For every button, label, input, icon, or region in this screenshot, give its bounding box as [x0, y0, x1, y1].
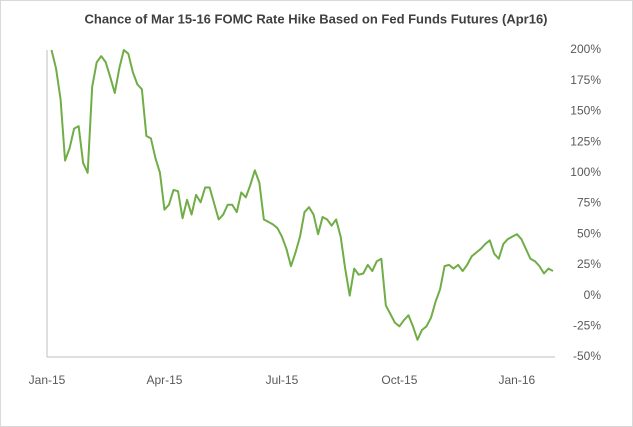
y-tick-label: 100%	[570, 165, 601, 179]
y-tick-label: 75%	[577, 196, 601, 210]
data-line	[50, 49, 554, 341]
x-tick-label: Jan-15	[29, 373, 66, 387]
x-tick-label: Jan-16	[499, 373, 536, 387]
y-tick-label: 150%	[570, 104, 601, 118]
y-tick-label: 175%	[570, 73, 601, 87]
chart-title: Chance of Mar 15-16 FOMC Rate Hike Based…	[84, 11, 547, 26]
x-tick-label: Apr-15	[146, 373, 182, 387]
y-tick-label: 25%	[577, 257, 601, 271]
y-tick-label: 200%	[570, 42, 601, 56]
x-tick-label: Jul-15	[266, 373, 299, 387]
y-tick-label: 50%	[577, 226, 601, 240]
y-tick-label: -25%	[573, 318, 601, 332]
y-tick-label: 0%	[584, 288, 602, 302]
y-tick-label: 125%	[570, 134, 601, 148]
x-tick-label: Oct-15	[381, 373, 417, 387]
y-tick-label: -50%	[573, 349, 601, 363]
